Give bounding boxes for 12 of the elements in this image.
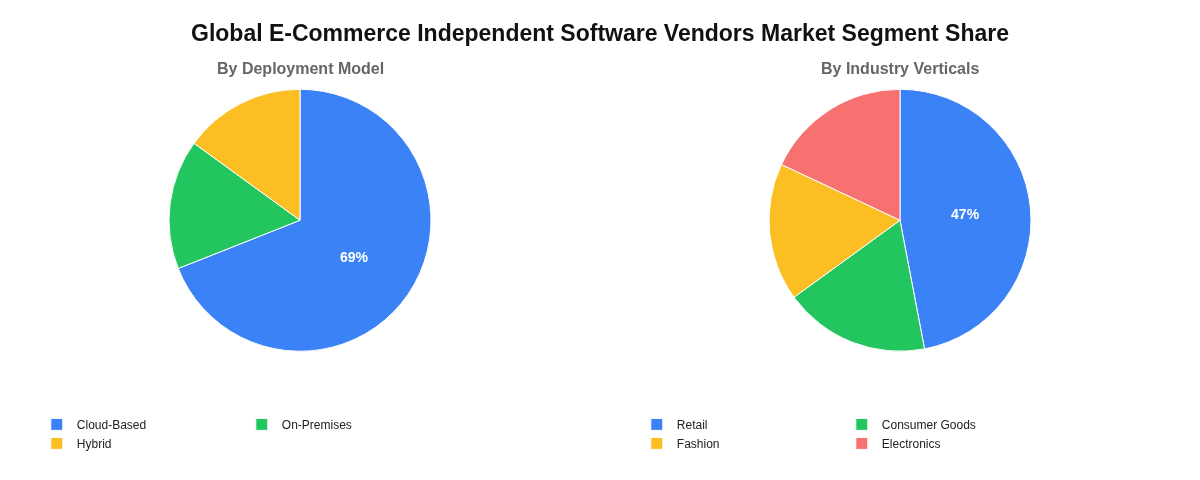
legend-label: Retail [676,418,708,433]
chart-subtitle: By Industry Verticals [821,60,980,77]
legend-label: Cloud-Based [76,418,147,433]
data-label: 47% [951,206,980,223]
legend-label: Hybrid [76,437,112,452]
chart-subtitle: By Deployment Model [217,60,385,77]
legend-label: Consumer Goods [881,418,976,433]
legend-label: Electronics [881,437,941,452]
data-label: 69% [339,249,369,266]
legend-label: Fashion [676,437,720,452]
legend-label: On-Premises [281,418,352,433]
text: Global E-Commerce Independent Software Vendors Market Segment Share [190,19,1010,48]
